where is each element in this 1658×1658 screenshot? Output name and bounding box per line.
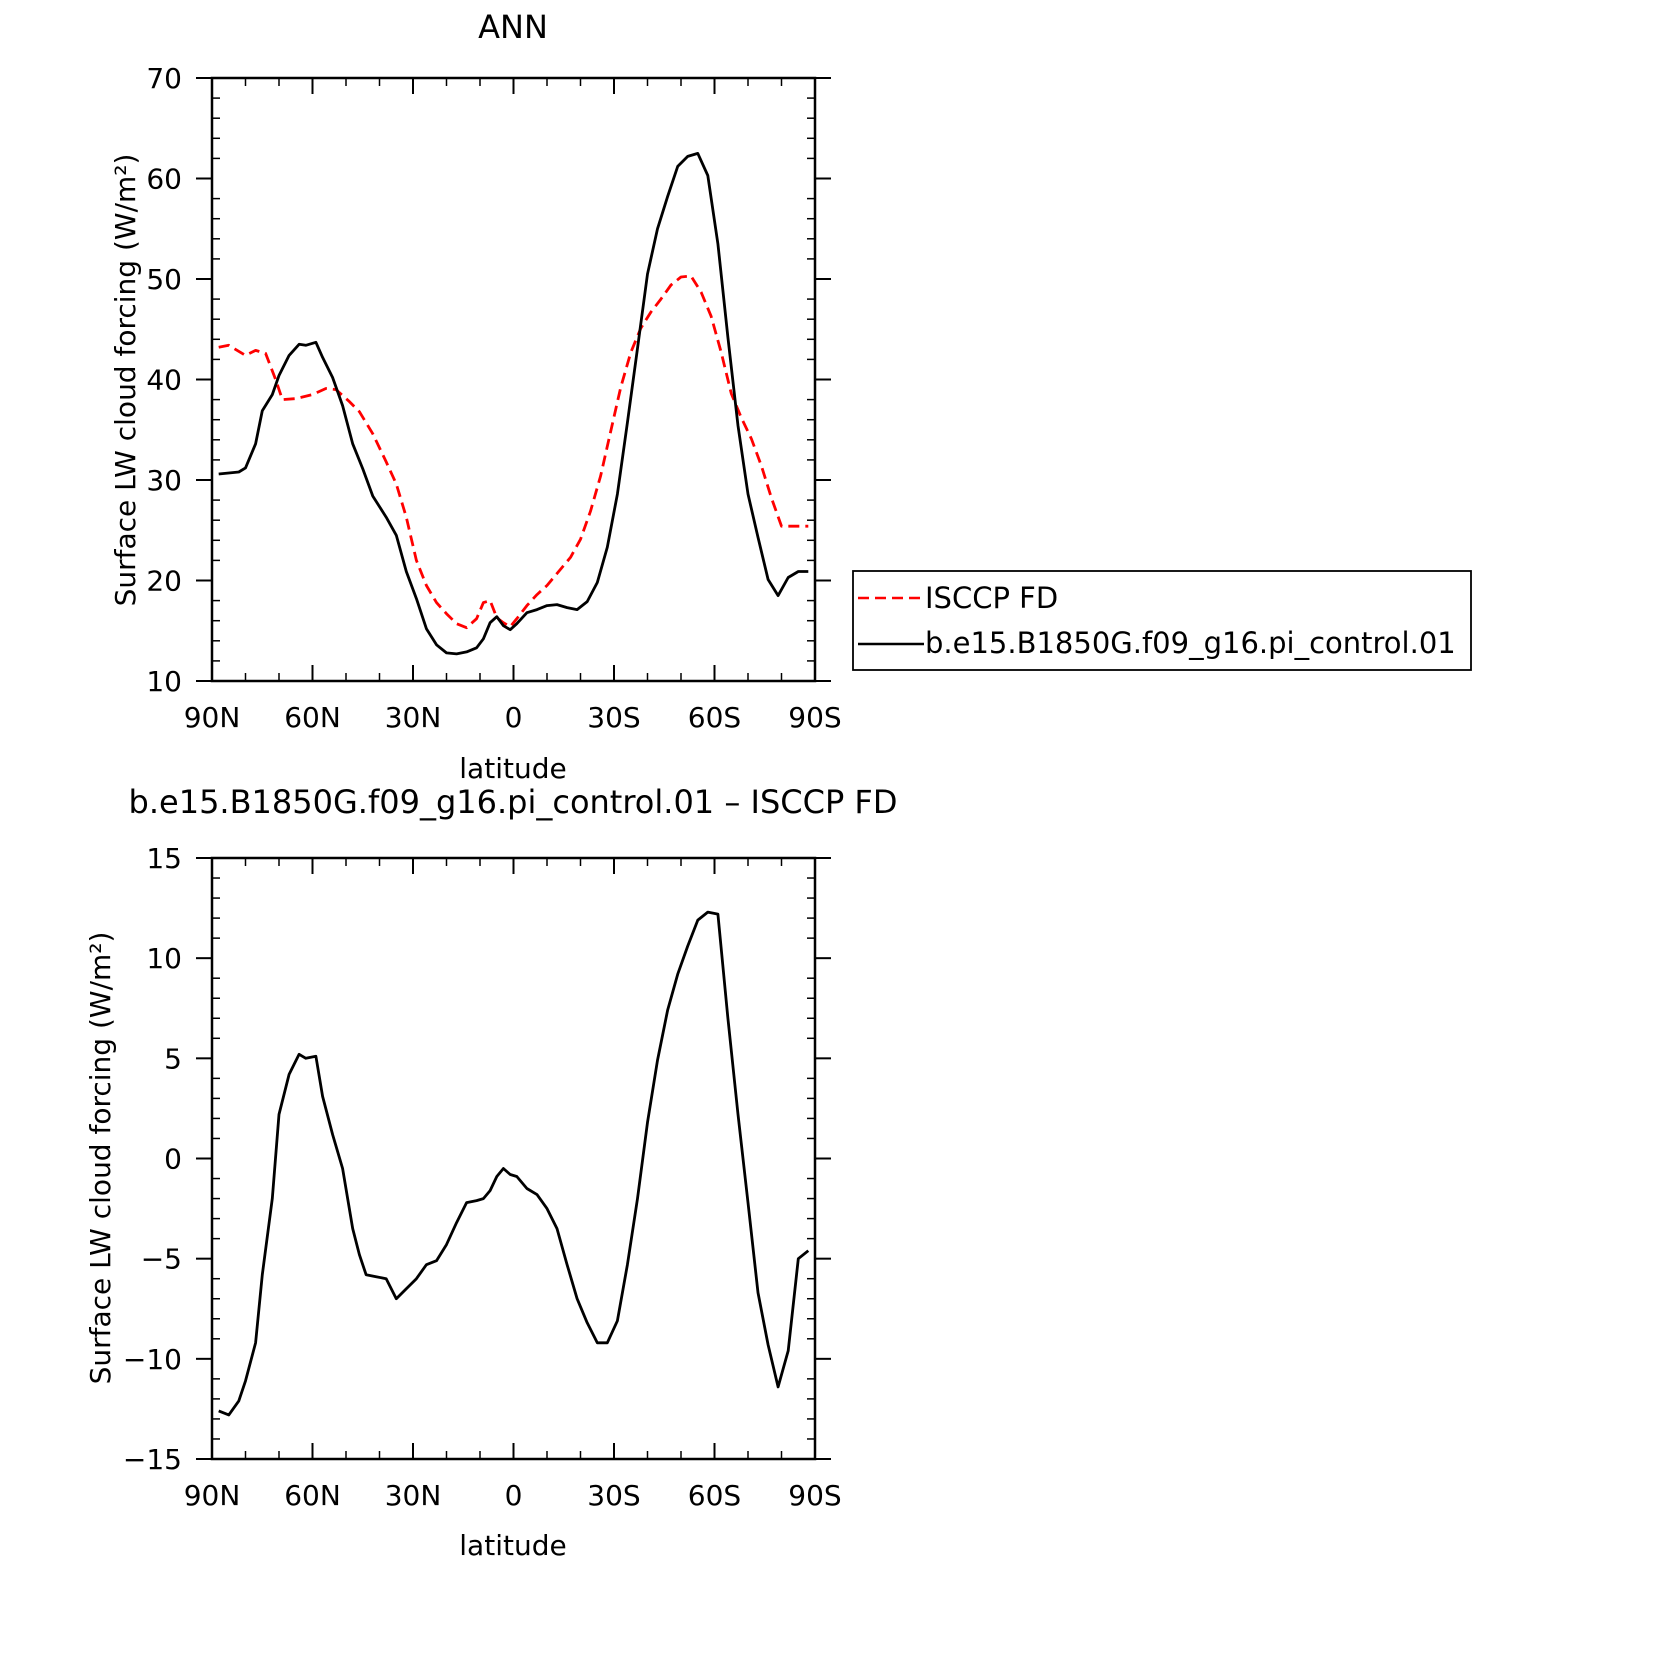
top-x-tick-label: 0 (505, 701, 523, 734)
top-panel: ANN Surface LW cloud forcing (W/m²) lati… (109, 8, 842, 785)
bottom-x-tick-label: 90S (788, 1479, 841, 1512)
bottom-axis-ticks: 90N 60N 30N 0 30S 60S 90S −15 −10 −5 0 5 10 15 (123, 842, 842, 1512)
bottom-y-tick-label: −10 (123, 1343, 182, 1376)
top-series-lines (218, 151, 809, 656)
top-y-tick-label: 50 (146, 263, 182, 296)
top-chart-title: ANN (478, 8, 548, 46)
top-y-tick-label: 30 (146, 464, 182, 497)
bottom-series-line-0 (218, 910, 810, 1417)
legend: ISCCP FD b.e15.B1850G.f09_g16.pi_control… (852, 570, 1472, 671)
top-x-tick-label: 30S (587, 701, 640, 734)
bottom-y-tick-label: 10 (146, 942, 182, 975)
top-y-tick-label: 60 (146, 163, 182, 196)
top-x-tick-label: 60N (284, 701, 341, 734)
bottom-x-axis-label: latitude (459, 1529, 566, 1562)
top-y-tick-label: 10 (146, 665, 182, 698)
bottom-x-tick-label: 30S (587, 1479, 640, 1512)
legend-label-model: b.e15.B1850G.f09_g16.pi_control.01 (925, 626, 1456, 660)
top-y-tick-label: 40 (146, 364, 182, 397)
bottom-y-tick-label: 5 (164, 1042, 182, 1075)
bottom-y-tick-label: 0 (164, 1143, 182, 1176)
bottom-x-tick-label: 60S (688, 1479, 741, 1512)
top-series-line-1 (218, 151, 809, 656)
bottom-x-tick-label: 0 (505, 1479, 523, 1512)
top-y-axis-label: Surface LW cloud forcing (W/m²) (109, 154, 142, 607)
top-axis-ticks: 90N 60N 30N 0 30S 60S 90S 10 20 30 40 50 60 70 (146, 62, 841, 734)
bottom-x-tick-label: 90N (184, 1479, 241, 1512)
bottom-panel: b.e15.B1850G.f09_g16.pi_control.01 – ISC… (84, 783, 897, 1562)
top-series-line-0 (218, 274, 809, 630)
top-x-tick-label: 90N (184, 701, 241, 734)
legend-label-isccp: ISCCP FD (925, 581, 1058, 615)
top-y-tick-label: 70 (146, 62, 182, 95)
bottom-y-tick-label: −15 (123, 1443, 182, 1476)
legend-box (852, 570, 1472, 671)
top-x-tick-label: 60S (688, 701, 741, 734)
top-x-tick-label: 30N (385, 701, 442, 734)
bottom-series-lines (218, 910, 810, 1417)
top-y-tick-label: 20 (146, 565, 182, 598)
bottom-x-tick-label: 30N (385, 1479, 442, 1512)
bottom-plot-frame (210, 856, 817, 1461)
top-x-tick-label: 90S (788, 701, 841, 734)
bottom-chart-title: b.e15.B1850G.f09_g16.pi_control.01 – ISC… (129, 783, 898, 821)
bottom-y-tick-label: −5 (141, 1243, 182, 1276)
bottom-x-tick-label: 60N (284, 1479, 341, 1512)
bottom-y-tick-label: 15 (146, 842, 182, 875)
bottom-y-axis-label: Surface LW cloud forcing (W/m²) (84, 932, 117, 1385)
top-plot-frame (210, 76, 817, 683)
top-x-axis-label: latitude (459, 752, 566, 785)
